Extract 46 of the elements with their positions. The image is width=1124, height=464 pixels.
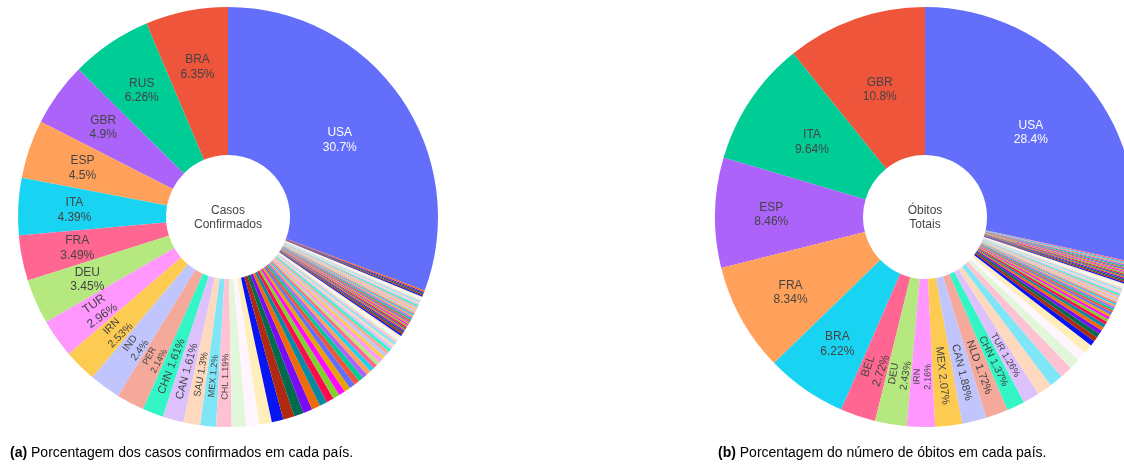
slice-label: USA: [327, 125, 353, 140]
slice-label: DEU: [74, 265, 100, 280]
slice-label: SAU: [191, 375, 206, 398]
data-label: 4.9%: [89, 127, 118, 142]
text: (b) Porcentagem do número de óbitos em cada país.: [718, 444, 1047, 460]
data-label: 8.34%: [773, 292, 808, 307]
data-label: 8.46%: [754, 214, 789, 229]
text: (a) Porcentagem dos casos confirmados em cada país.: [10, 444, 354, 460]
data-label: 1.3%: [195, 350, 210, 375]
slice-label: BRA: [825, 329, 850, 344]
data-label: 3.45%: [70, 279, 105, 294]
slice-label: GBR: [866, 74, 894, 89]
slice-label: CAN: [950, 342, 968, 369]
slice-label: ITA: [803, 127, 821, 142]
slice-label: GBR: [90, 113, 117, 128]
data-label: 1.19%: [219, 353, 231, 380]
slice-label: RUS: [129, 75, 155, 90]
slice-label: USA: [1018, 117, 1044, 132]
data-label: 30.7%: [322, 139, 358, 154]
data-label: 6.26%: [124, 90, 160, 105]
slice-label: CAN: [172, 374, 191, 401]
slice-label: FRA: [778, 277, 803, 292]
data-label: 6.22%: [820, 343, 855, 358]
data-label: 1.2%: [208, 354, 221, 376]
text: Casos Confirmados: [193, 203, 263, 232]
slice-label: ESP: [70, 153, 95, 168]
data-label: 6.35%: [180, 66, 215, 81]
text: Óbitos Totais: [907, 202, 943, 232]
slice-label: MEX: [933, 345, 949, 372]
data-label: 28.4%: [1013, 132, 1049, 147]
data-label: 2.43%: [897, 360, 913, 391]
data-label: 9.64%: [794, 141, 830, 156]
data-label: 2.16%: [922, 363, 933, 390]
data-label: 10.8%: [862, 89, 898, 104]
data-label: 3.49%: [60, 247, 95, 262]
slice-label: FRA: [65, 233, 90, 248]
slice-label: ESP: [759, 199, 784, 214]
data-label: 2.07%: [937, 372, 953, 406]
data-label: 4.5%: [68, 167, 97, 182]
slice-label: MEX: [206, 377, 218, 398]
slice-label: IRN: [911, 368, 922, 385]
data-label: 4.39%: [57, 209, 92, 224]
slice-label: CHL: [219, 381, 230, 400]
slice-label: BRA: [185, 52, 210, 67]
data-label: 1.88%: [956, 368, 976, 402]
slice-label: ITA: [65, 195, 84, 210]
